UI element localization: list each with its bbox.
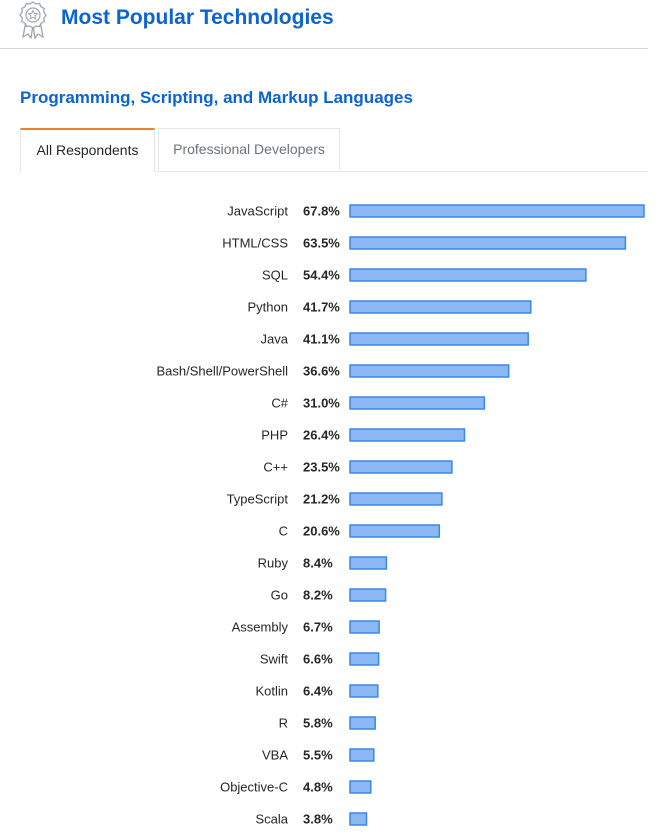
tab-professional-developers[interactable]: Professional Developers xyxy=(158,128,340,170)
value-label: 54.4% xyxy=(303,268,340,283)
value-label: 8.4% xyxy=(303,556,333,571)
value-label: 5.5% xyxy=(303,748,333,763)
category-label: Go xyxy=(271,588,288,603)
bar xyxy=(349,364,510,378)
bar xyxy=(349,524,441,538)
bar xyxy=(349,236,627,250)
value-label: 26.4% xyxy=(303,428,340,443)
bar xyxy=(349,716,376,730)
bar xyxy=(349,492,443,506)
bar xyxy=(349,684,379,698)
award-badge-icon xyxy=(19,1,47,39)
value-label: 63.5% xyxy=(303,236,340,251)
languages-bar-chart: JavaScript 67.8% HTML/CSS 63.5% SQL 54.4% Pyth… xyxy=(156,204,645,827)
category-label: Objective-C xyxy=(220,780,288,795)
bar xyxy=(349,268,587,282)
category-label: C# xyxy=(271,396,288,411)
value-label: 23.5% xyxy=(303,460,340,475)
respondent-tabs: All Respondents Professional Developers xyxy=(20,128,648,172)
value-label: 4.8% xyxy=(303,780,333,795)
bar xyxy=(349,204,645,218)
category-label: C xyxy=(279,524,288,539)
category-label: Swift xyxy=(260,652,289,667)
category-label: Kotlin xyxy=(255,684,288,699)
value-label: 6.4% xyxy=(303,684,333,699)
category-label: JavaScript xyxy=(227,204,288,219)
bar xyxy=(349,812,368,826)
bar xyxy=(349,428,466,442)
category-label: SQL xyxy=(262,268,288,283)
category-label: HTML/CSS xyxy=(222,236,288,251)
value-label: 6.6% xyxy=(303,652,333,667)
value-label: 41.7% xyxy=(303,300,340,315)
value-label: 67.8% xyxy=(303,204,340,219)
bar xyxy=(349,460,453,474)
tab-all-respondents[interactable]: All Respondents xyxy=(20,128,155,172)
category-label: VBA xyxy=(262,748,288,763)
bar xyxy=(349,556,388,570)
category-label: Assembly xyxy=(232,620,289,635)
value-label: 41.1% xyxy=(303,332,340,347)
section-title: Programming, Scripting, and Markup Langu… xyxy=(20,88,413,107)
value-label: 20.6% xyxy=(303,524,340,539)
category-label: Bash/Shell/PowerShell xyxy=(156,364,288,379)
value-label: 36.6% xyxy=(303,364,340,379)
value-label: 6.7% xyxy=(303,620,333,635)
category-label: C++ xyxy=(263,460,288,475)
value-label: 31.0% xyxy=(303,396,340,411)
category-label: TypeScript xyxy=(227,492,289,507)
value-label: 8.2% xyxy=(303,588,333,603)
category-label: Java xyxy=(261,332,289,347)
value-label: 21.2% xyxy=(303,492,340,507)
page-header: Most Popular Technologies xyxy=(0,0,648,49)
value-label: 5.8% xyxy=(303,716,333,731)
value-label: 3.8% xyxy=(303,812,333,827)
bar xyxy=(349,620,380,634)
category-label: Python xyxy=(248,300,288,315)
bar xyxy=(349,748,375,762)
category-label: PHP xyxy=(261,428,288,443)
bar xyxy=(349,300,532,314)
category-label: Ruby xyxy=(258,556,289,571)
bar xyxy=(349,396,486,410)
bar xyxy=(349,332,529,346)
bar xyxy=(349,780,372,794)
page-title: Most Popular Technologies xyxy=(61,6,334,29)
bar xyxy=(349,652,380,666)
bar xyxy=(349,588,387,602)
category-label: Scala xyxy=(255,812,288,827)
category-label: R xyxy=(279,716,288,731)
